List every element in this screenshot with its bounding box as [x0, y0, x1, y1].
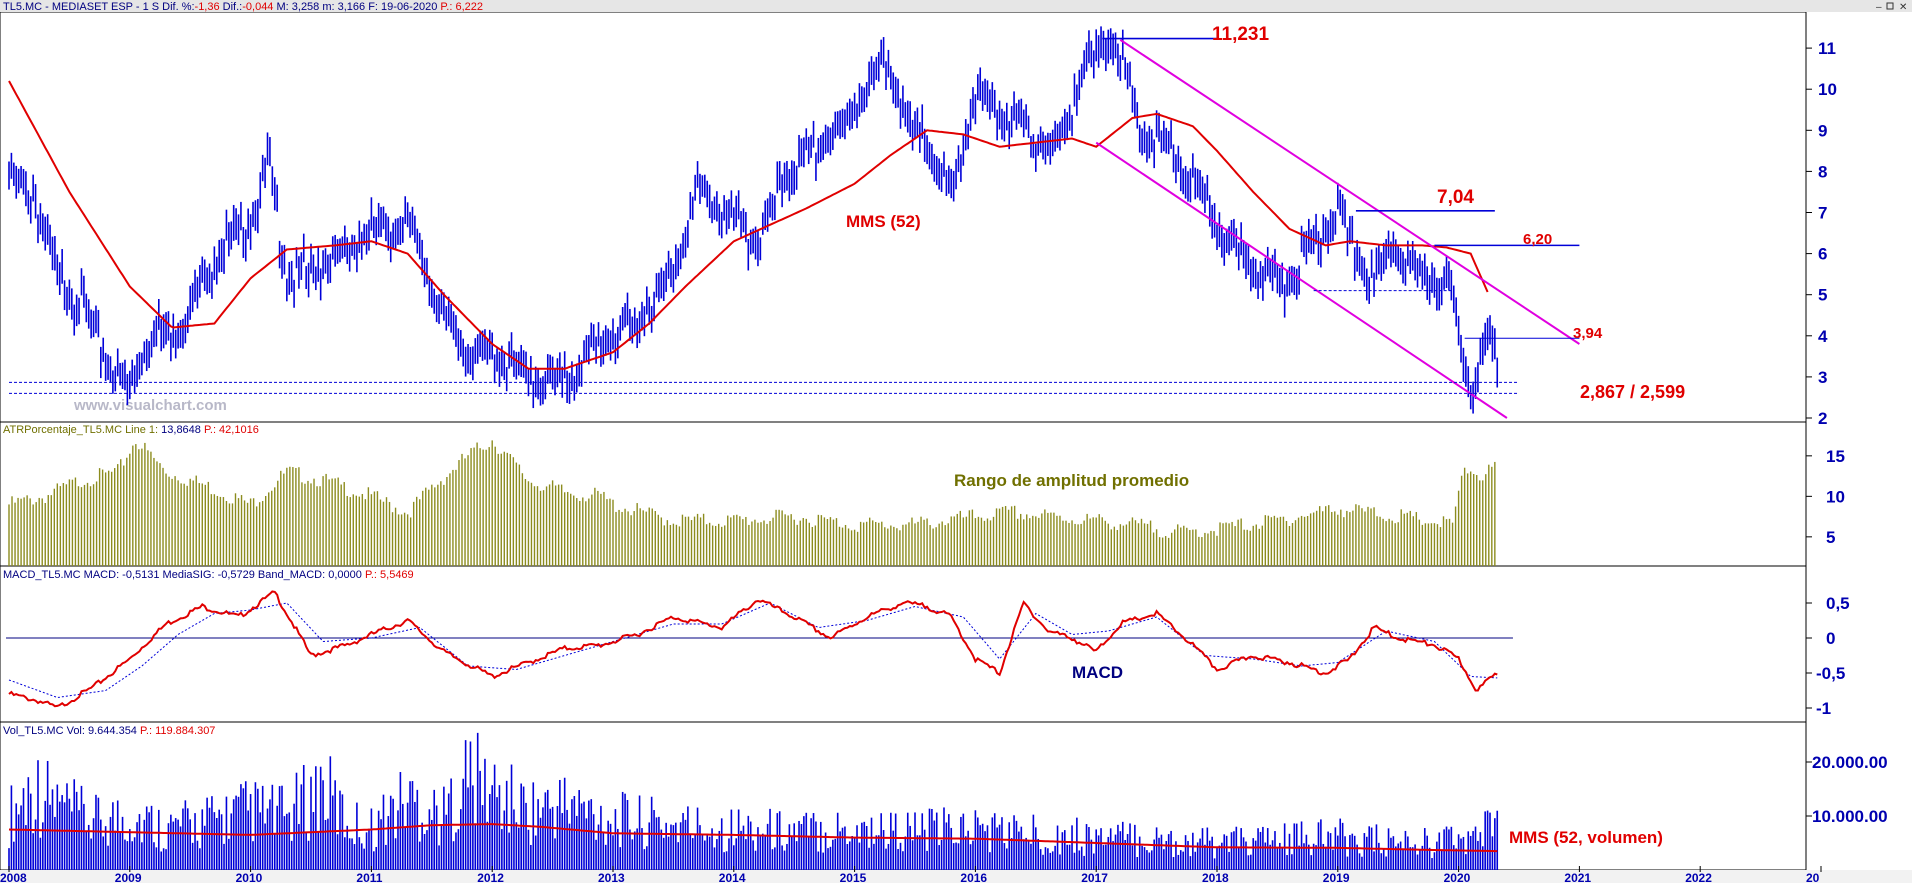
axes: 2 3 4 5 6 7 8 9 10 11 5 10 15 0,5 0 -0,5 -1 10.000.00 20.0… [0, 39, 1888, 883]
macd-tick-label: -0,5 [1816, 664, 1845, 683]
x-tick-label: 2019 [1323, 871, 1350, 883]
price-header-difpct: -1,36 [195, 1, 220, 13]
price-tick-label: 3 [1818, 368, 1827, 387]
x-tick-label: 2013 [598, 871, 625, 883]
price-tick-label: 11 [1818, 39, 1836, 58]
price-header-symbol: TL5.MC - MEDIASET ESP - 1 S Dif. %: [3, 1, 195, 13]
annotation-macd-title: MACD [1072, 663, 1123, 682]
macd-chart [6, 590, 1513, 708]
price-bars [8, 26, 1499, 414]
annotation-resistance-394: 3,94 [1573, 325, 1603, 342]
bottom-strip [0, 870, 1912, 883]
macd-panel [0, 565, 1807, 723]
price-tick-label: 7 [1818, 204, 1827, 223]
vol-panel [0, 721, 1807, 871]
atr-tick-label: 5 [1826, 528, 1835, 547]
atr-header-label: ATRPorcentaje_TL5.MC Line 1: [3, 424, 158, 436]
x-tick-label: 2017 [1081, 871, 1108, 883]
atr-header-value: 13,8648 [158, 424, 204, 436]
x-tick-label: 2022 [1685, 871, 1712, 883]
price-tick-label: 4 [1818, 327, 1828, 346]
maximize-icon[interactable] [1886, 2, 1894, 10]
svg-text:MACD_TL5.MC MACD: -0,5131 Me: MACD_TL5.MC MACD: -0,5131 MediaSIG: -0,5… [3, 569, 414, 581]
annotation-high: 11,231 [1212, 24, 1269, 45]
annotations: 11,231 7,04 6,20 3,94 2,867 / 2,599 MMS … [846, 24, 1685, 847]
channel-line-lower [1095, 141, 1508, 419]
atr-bars [8, 440, 1496, 566]
price-tick-label: 10 [1818, 80, 1837, 99]
window-controls[interactable]: – ✕ [1876, 2, 1907, 13]
svg-text:TL5.MC - MEDIASET ESP - 1 S: TL5.MC - MEDIASET ESP - 1 S Dif. %:-1,36… [3, 1, 483, 13]
x-tick-label: 2014 [719, 871, 746, 883]
price-header-rest: M: 3,258 m: 3,166 F: 19-06-2020 [273, 1, 440, 13]
macd-header-label: MACD_TL5.MC MACD: -0,5131 MediaSIG: -0,5… [3, 569, 365, 581]
annotation-resistance-704: 7,04 [1437, 187, 1474, 208]
annotation-atr-title: Rango de amplitud promedio [954, 471, 1189, 490]
vol-tick-label: 10.000.00 [1812, 807, 1888, 826]
volume-sma-line [8, 823, 1498, 853]
x-tick-label: 2012 [477, 871, 504, 883]
macd-signal-line [8, 602, 1498, 699]
vol-header-label: Vol_TL5.MC Vol: 9.644.354 [3, 725, 140, 737]
price-tick-label: 9 [1818, 121, 1827, 140]
volume-bars [8, 732, 1499, 870]
x-tick-label: 2011 [356, 871, 382, 883]
macd-line [8, 590, 1498, 708]
price-header-dif-label: Dif.: [220, 1, 243, 13]
svg-text:ATRPorcentaje_TL5.MC Line 1:: ATRPorcentaje_TL5.MC Line 1: 13,8648 P.:… [3, 424, 259, 436]
atr-tick-label: 15 [1826, 447, 1845, 466]
price-sma-line [8, 80, 1489, 370]
x-tick-label: 2009 [115, 871, 142, 883]
x-tick-label: 2010 [236, 871, 263, 883]
macd-header-p: P.: 5,5469 [365, 569, 414, 581]
annotation-support: 2,867 / 2,599 [1580, 382, 1685, 402]
price-chart [8, 26, 1580, 419]
atr-header-p: P.: 42,1016 [204, 424, 259, 436]
x-tick-label: 2020 [1444, 871, 1471, 883]
price-tick-label: 5 [1818, 286, 1827, 305]
annotation-mms-vol: MMS (52, volumen) [1509, 828, 1663, 847]
annotation-resistance-620: 6,20 [1523, 231, 1552, 248]
x-tick-label: 2021 [1564, 871, 1591, 883]
price-header-dif: -0,044 [242, 1, 273, 13]
volume-chart [8, 732, 1499, 870]
top-strip [0, 0, 1912, 12]
annotation-mms-price: MMS (52) [846, 212, 921, 231]
minimize-icon[interactable]: – [1876, 2, 1882, 13]
macd-tick-label: 0 [1826, 629, 1835, 648]
price-tick-label: 6 [1818, 245, 1827, 264]
price-panel [0, 11, 1807, 423]
x-tick-label: 2016 [960, 871, 987, 883]
close-icon[interactable]: ✕ [1899, 2, 1907, 13]
price-tick-label: 8 [1818, 162, 1827, 181]
panel-headers: TL5.MC - MEDIASET ESP - 1 S Dif. %:-1,36… [3, 1, 483, 737]
price-header-p: P.: 6,222 [440, 1, 483, 13]
x-tick-label: 2015 [840, 871, 867, 883]
x-tick-label: 2018 [1202, 871, 1229, 883]
atr-tick-label: 10 [1826, 487, 1845, 506]
x-tick-label: 20 [1806, 871, 1820, 883]
atr-chart [8, 440, 1496, 566]
watermark: www.visualchart.com [73, 397, 227, 414]
vol-tick-label: 20.000.00 [1812, 753, 1888, 772]
macd-tick-label: -1 [1816, 699, 1831, 718]
channel-line-upper [1119, 39, 1580, 345]
svg-text:Vol_TL5.MC Vol: 9.644.354 P.:: Vol_TL5.MC Vol: 9.644.354 P.: 119.884.30… [3, 725, 215, 737]
x-tick-label: 2008 [0, 871, 27, 883]
price-tick-label: 2 [1818, 409, 1827, 428]
vol-header-p: P.: 119.884.307 [140, 725, 215, 737]
macd-tick-label: 0,5 [1826, 594, 1850, 613]
